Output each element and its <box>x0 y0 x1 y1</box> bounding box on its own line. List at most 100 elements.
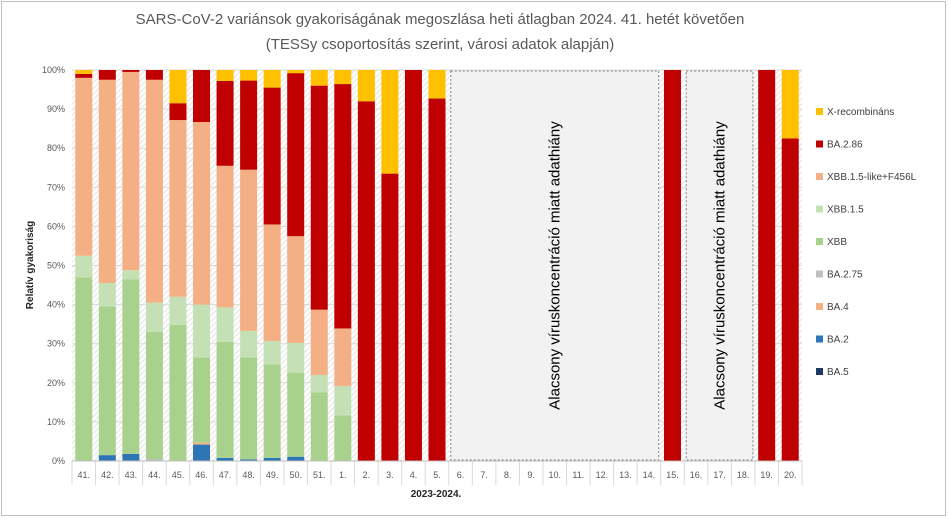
bar-segment-ba-2-86 <box>263 87 281 225</box>
bar-segment-ba-2-86 <box>428 98 446 461</box>
bar-segment-xbb-1-5 <box>122 270 140 280</box>
x-tick-label: 8. <box>504 470 512 480</box>
bar-segment-xbb-1-5 <box>169 296 187 325</box>
bar-segment-xbb-1-5 <box>334 385 352 416</box>
bar-segment-xbb-1-5 <box>98 283 116 307</box>
bar-segment-ba-2-86 <box>240 80 258 170</box>
no-data-label: Alacsony víruskoncentráció miatt adathiá… <box>547 121 564 410</box>
x-tick-label: 15. <box>666 470 679 480</box>
bar-segment-xbb-1-5-like-f456l <box>310 309 328 375</box>
bar-segment-ba-2 <box>263 457 281 461</box>
x-tick-label: 48. <box>242 470 255 480</box>
legend-swatch <box>816 108 823 115</box>
x-tick-label: 41. <box>78 470 91 480</box>
bar-segment-xbb-1-5-like-f456l <box>122 71 140 271</box>
bar-segment-x-recombin-ns <box>216 70 234 81</box>
bar-segment-xbb-1-5 <box>240 330 258 358</box>
bar-segment-ba-2 <box>216 457 234 461</box>
legend-label: XBB.1.5 <box>827 205 864 216</box>
bar-segment-xbb-1-5 <box>263 340 281 365</box>
x-tick-label: 17. <box>713 470 726 480</box>
bar-segment-xbb-1-5-like-f456l <box>169 120 187 297</box>
bar-segment-xbb-1-5-like-f456l <box>145 79 163 303</box>
bar-segment-xbb <box>287 372 305 457</box>
bar-segment-ba-2-86 <box>758 70 776 461</box>
bar-segment-xbb-1-5-like-f456l <box>287 236 305 343</box>
bar-segment-xbb-1-5-like-f456l <box>240 169 258 331</box>
y-tick-label: 100% <box>42 65 65 75</box>
bar-segment-ba-2-86 <box>287 73 305 237</box>
bar-segment-ba-2 <box>122 453 140 461</box>
x-axis-label: 2023-2024. <box>411 489 462 500</box>
bar-segment-xbb-1-5-like-f456l <box>334 328 352 386</box>
bar-segment-x-recombin-ns <box>381 70 399 174</box>
bar-segment-x-recombin-ns <box>357 70 375 102</box>
bar-segment-xbb-1-5-like-f456l <box>75 77 93 256</box>
y-tick-label: 30% <box>47 339 65 349</box>
legend-label: BA.2 <box>827 335 849 346</box>
x-tick-label: 1. <box>339 470 347 480</box>
x-tick-label: 9. <box>527 470 535 480</box>
x-tick-label: 19. <box>760 470 773 480</box>
bar-segment-xbb-1-5-like-f456l <box>193 122 211 305</box>
x-tick-label: 50. <box>289 470 302 480</box>
bar-segment-xbb <box>193 357 211 443</box>
x-tick-label: 6. <box>457 470 465 480</box>
bar-segment-ba-2 <box>240 459 258 461</box>
bar-segment-ba-2-86 <box>75 73 93 78</box>
y-tick-label: 70% <box>47 182 65 192</box>
x-tick-label: 13. <box>619 470 632 480</box>
legend-label: BA.5 <box>827 367 849 378</box>
bar-segment-ba-2-86 <box>404 70 422 461</box>
x-tick-label: 2. <box>363 470 371 480</box>
bar-segment-xbb <box>334 415 352 461</box>
bar-segment-xbb <box>75 277 93 461</box>
bar-segment-xbb-1-5-like-f456l <box>216 165 234 308</box>
y-tick-label: 10% <box>47 417 65 427</box>
x-tick-label: 46. <box>195 470 208 480</box>
bar-segment-x-recombin-ns <box>287 70 305 74</box>
bar-segment-xbb-1-5 <box>287 342 305 373</box>
x-tick-label: 43. <box>125 470 138 480</box>
x-tick-label: 5. <box>433 470 441 480</box>
x-tick-label: 45. <box>172 470 185 480</box>
bar-segment-xbb <box>216 341 234 458</box>
legend-label: XBB.1.5-like+F456L <box>827 172 917 183</box>
bar-segment-xbb-1-5 <box>216 307 234 342</box>
x-tick-label: 18. <box>737 470 750 480</box>
x-tick-label: 10. <box>548 470 561 480</box>
bar-segment-ba-2-86 <box>310 85 328 310</box>
legend-label: BA.2.86 <box>827 140 863 151</box>
x-tick-label: 12. <box>596 470 609 480</box>
bar-segment-x-recombin-ns <box>428 70 446 99</box>
chart-subtitle: (TESSy csoportosítás szerint, városi ada… <box>266 36 615 53</box>
bar-segment-ba-2-86 <box>145 70 163 80</box>
y-axis-label: Relatív gyakoriság <box>25 221 36 309</box>
y-tick-label: 20% <box>47 378 65 388</box>
legend-swatch <box>816 303 823 310</box>
x-tick-label: 7. <box>480 470 488 480</box>
bar-segment-ba-2-86 <box>781 138 799 462</box>
bar-segment-ba-2-86 <box>357 101 375 461</box>
bar-segment-x-recombin-ns <box>310 70 328 86</box>
bar-segment-ba-2-86 <box>169 103 187 121</box>
bar-segment-ba-2-86 <box>122 70 140 72</box>
no-data-label: Alacsony víruskoncentráció miatt adathiá… <box>712 121 729 410</box>
y-tick-label: 50% <box>47 261 65 271</box>
bar-segment-ba-2 <box>98 455 116 461</box>
y-tick-label: 80% <box>47 143 65 153</box>
bar-segment-x-recombin-ns <box>334 70 352 85</box>
y-tick-label: 0% <box>52 456 65 466</box>
y-tick-label: 60% <box>47 221 65 231</box>
bar-segment-ba-2-86 <box>216 80 234 166</box>
bar-segment-ba-2-86 <box>663 70 681 461</box>
bar-segment-xbb <box>122 279 140 454</box>
x-tick-label: 14. <box>643 470 656 480</box>
x-tick-label: 16. <box>690 470 703 480</box>
bar-segment-x-recombin-ns <box>169 70 187 104</box>
bar-segment-x-recombin-ns <box>75 70 93 74</box>
bar-segment-xbb-1-5 <box>145 302 163 332</box>
legend-swatch <box>816 368 823 375</box>
bar-segment-x-recombin-ns <box>781 70 799 139</box>
